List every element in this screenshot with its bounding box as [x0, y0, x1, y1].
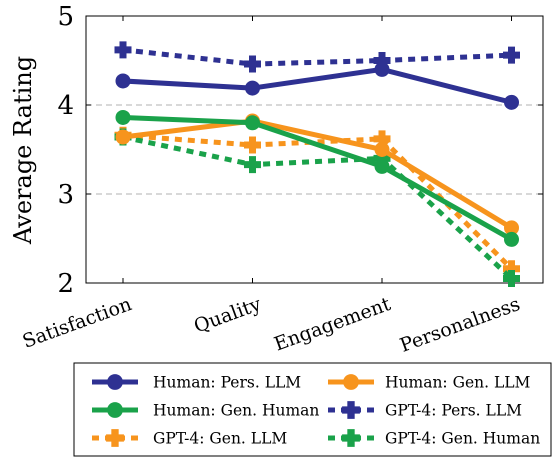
data-point: [504, 231, 519, 247]
legend-marker: [107, 374, 123, 390]
legend-marker: [106, 429, 124, 447]
y-tick-label: 4: [57, 91, 74, 121]
data-point: [245, 115, 260, 131]
legend-marker: [107, 402, 123, 418]
legend-label: GPT-4: Gen. LLM: [153, 430, 287, 448]
x-tick-label: Satisfaction: [20, 293, 135, 353]
plot-area: [85, 15, 544, 284]
legend-marker: [343, 374, 359, 390]
y-tick-label: 5: [57, 2, 74, 32]
data-point: [245, 80, 260, 96]
data-point: [114, 41, 132, 59]
data-point: [115, 73, 131, 89]
data-point: [374, 61, 390, 77]
legend-entry: Human: Gen. LLM: [328, 374, 531, 392]
series-3: [114, 41, 520, 73]
series-line: [122, 132, 514, 271]
legend-entry: GPT-4: Pers. LLM: [328, 401, 522, 420]
legend-label: Human: Gen. LLM: [385, 374, 531, 392]
legend-entry: GPT-4: Gen. Human: [328, 429, 540, 448]
legend-entry: Human: Pers. LLM: [92, 374, 301, 392]
x-tick-label: Quality: [191, 293, 264, 338]
data-point: [373, 52, 391, 69]
legend-label: GPT-4: Pers. LLM: [385, 402, 522, 420]
data-point: [244, 156, 261, 174]
legend: Human: Pers. LLM Human: Gen. LLM Human: Ge…: [73, 362, 552, 457]
legend-entry: Human: Gen. Human: [92, 402, 319, 420]
data-point: [504, 220, 519, 236]
y-axis-label: Average Rating: [9, 56, 37, 245]
data-point: [504, 94, 519, 110]
data-point: [503, 270, 520, 288]
y-axis-ticks: 2 3 4 5: [57, 2, 543, 299]
gridlines: [86, 104, 543, 195]
x-tick-label: Engagement: [271, 293, 394, 356]
series-group: [114, 41, 520, 288]
series-0: [115, 61, 519, 110]
y-tick-label: 3: [57, 180, 74, 210]
legend-label: GPT-4: Gen. Human: [385, 430, 540, 448]
data-point: [503, 260, 520, 278]
legend-label: Human: Pers. LLM: [153, 374, 301, 392]
legend-marker: [342, 429, 360, 447]
data-point: [503, 46, 520, 64]
series-2: [115, 109, 519, 247]
series-line: [122, 114, 513, 242]
legend-entry: GPT-4: Gen. LLM: [92, 429, 287, 448]
series-line: [122, 134, 514, 281]
data-point: [373, 149, 391, 167]
data-point: [244, 136, 261, 154]
x-tick-label: Personalness: [397, 293, 523, 357]
legend-frame: [73, 362, 552, 457]
legend-label: Human: Gen. Human: [153, 402, 319, 420]
data-point: [373, 130, 391, 148]
data-point: [115, 129, 131, 145]
data-point: [374, 142, 390, 157]
legend-marker: [342, 401, 360, 419]
data-point: [244, 55, 261, 73]
y-tick-label: 2: [57, 269, 74, 299]
data-point: [115, 109, 131, 125]
series-line: [122, 66, 513, 105]
series-line: [122, 118, 513, 230]
data-point: [374, 158, 390, 174]
series-line: [122, 47, 512, 67]
